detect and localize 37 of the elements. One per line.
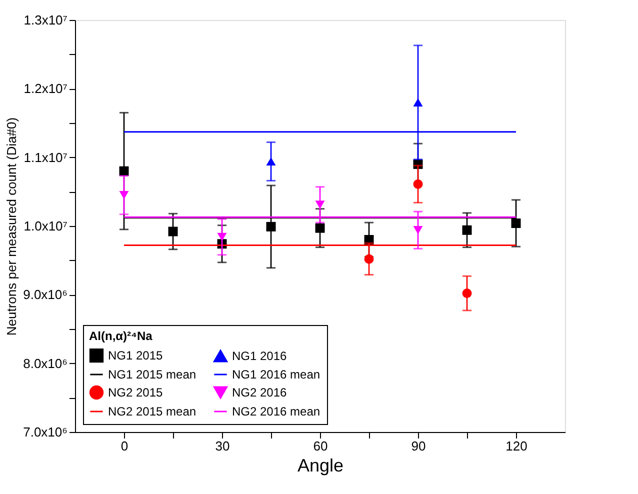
y-tick-label: 1.1x10⁷ bbox=[24, 150, 68, 165]
point bbox=[413, 179, 423, 189]
legend-title: Al(n,α)²⁴Na bbox=[89, 329, 153, 343]
y-tick-label: 1.0x10⁷ bbox=[24, 218, 68, 234]
point bbox=[413, 98, 423, 107]
point bbox=[315, 200, 325, 209]
legend-label: NG2 2015 mean bbox=[108, 404, 196, 418]
point bbox=[168, 226, 178, 236]
y-axis-title: Neutrons per measured count (Dia#0) bbox=[4, 117, 20, 336]
y-tick-label: 9.0x10⁶ bbox=[23, 287, 68, 302]
legend-label: NG2 2015 bbox=[108, 386, 164, 400]
point bbox=[364, 254, 374, 264]
point bbox=[315, 223, 325, 233]
x-tick-label: 90 bbox=[411, 438, 426, 454]
point bbox=[119, 190, 129, 200]
legend-label: NG1 2015 bbox=[108, 348, 164, 363]
y-tick-label: 8.0x10⁶ bbox=[23, 356, 68, 371]
point bbox=[266, 157, 276, 166]
point bbox=[462, 288, 472, 298]
y-tick-label: 1.3x10⁷ bbox=[24, 12, 68, 28]
point bbox=[511, 218, 521, 228]
y-tick-label: 7.0x10⁶ bbox=[23, 424, 68, 440]
point bbox=[217, 232, 227, 242]
x-tick-label: 120 bbox=[506, 438, 528, 454]
y-tick-label: 1.2x10⁷ bbox=[24, 81, 68, 96]
point bbox=[462, 225, 472, 235]
x-axis-title: Angle bbox=[297, 456, 344, 476]
x-tick-label: 30 bbox=[215, 438, 230, 454]
legend-label: NG2 2016 mean bbox=[232, 404, 320, 418]
x-tick-label: 60 bbox=[313, 438, 328, 454]
point bbox=[413, 226, 423, 234]
legend-label: NG1 2016 bbox=[232, 349, 288, 364]
point bbox=[266, 222, 276, 232]
legend-label: NG2 2016 bbox=[232, 386, 288, 400]
legend-label: NG1 2016 mean bbox=[232, 368, 320, 382]
x-tick-label: 0 bbox=[120, 438, 128, 454]
legend-label: NG1 2015 mean bbox=[108, 368, 196, 382]
